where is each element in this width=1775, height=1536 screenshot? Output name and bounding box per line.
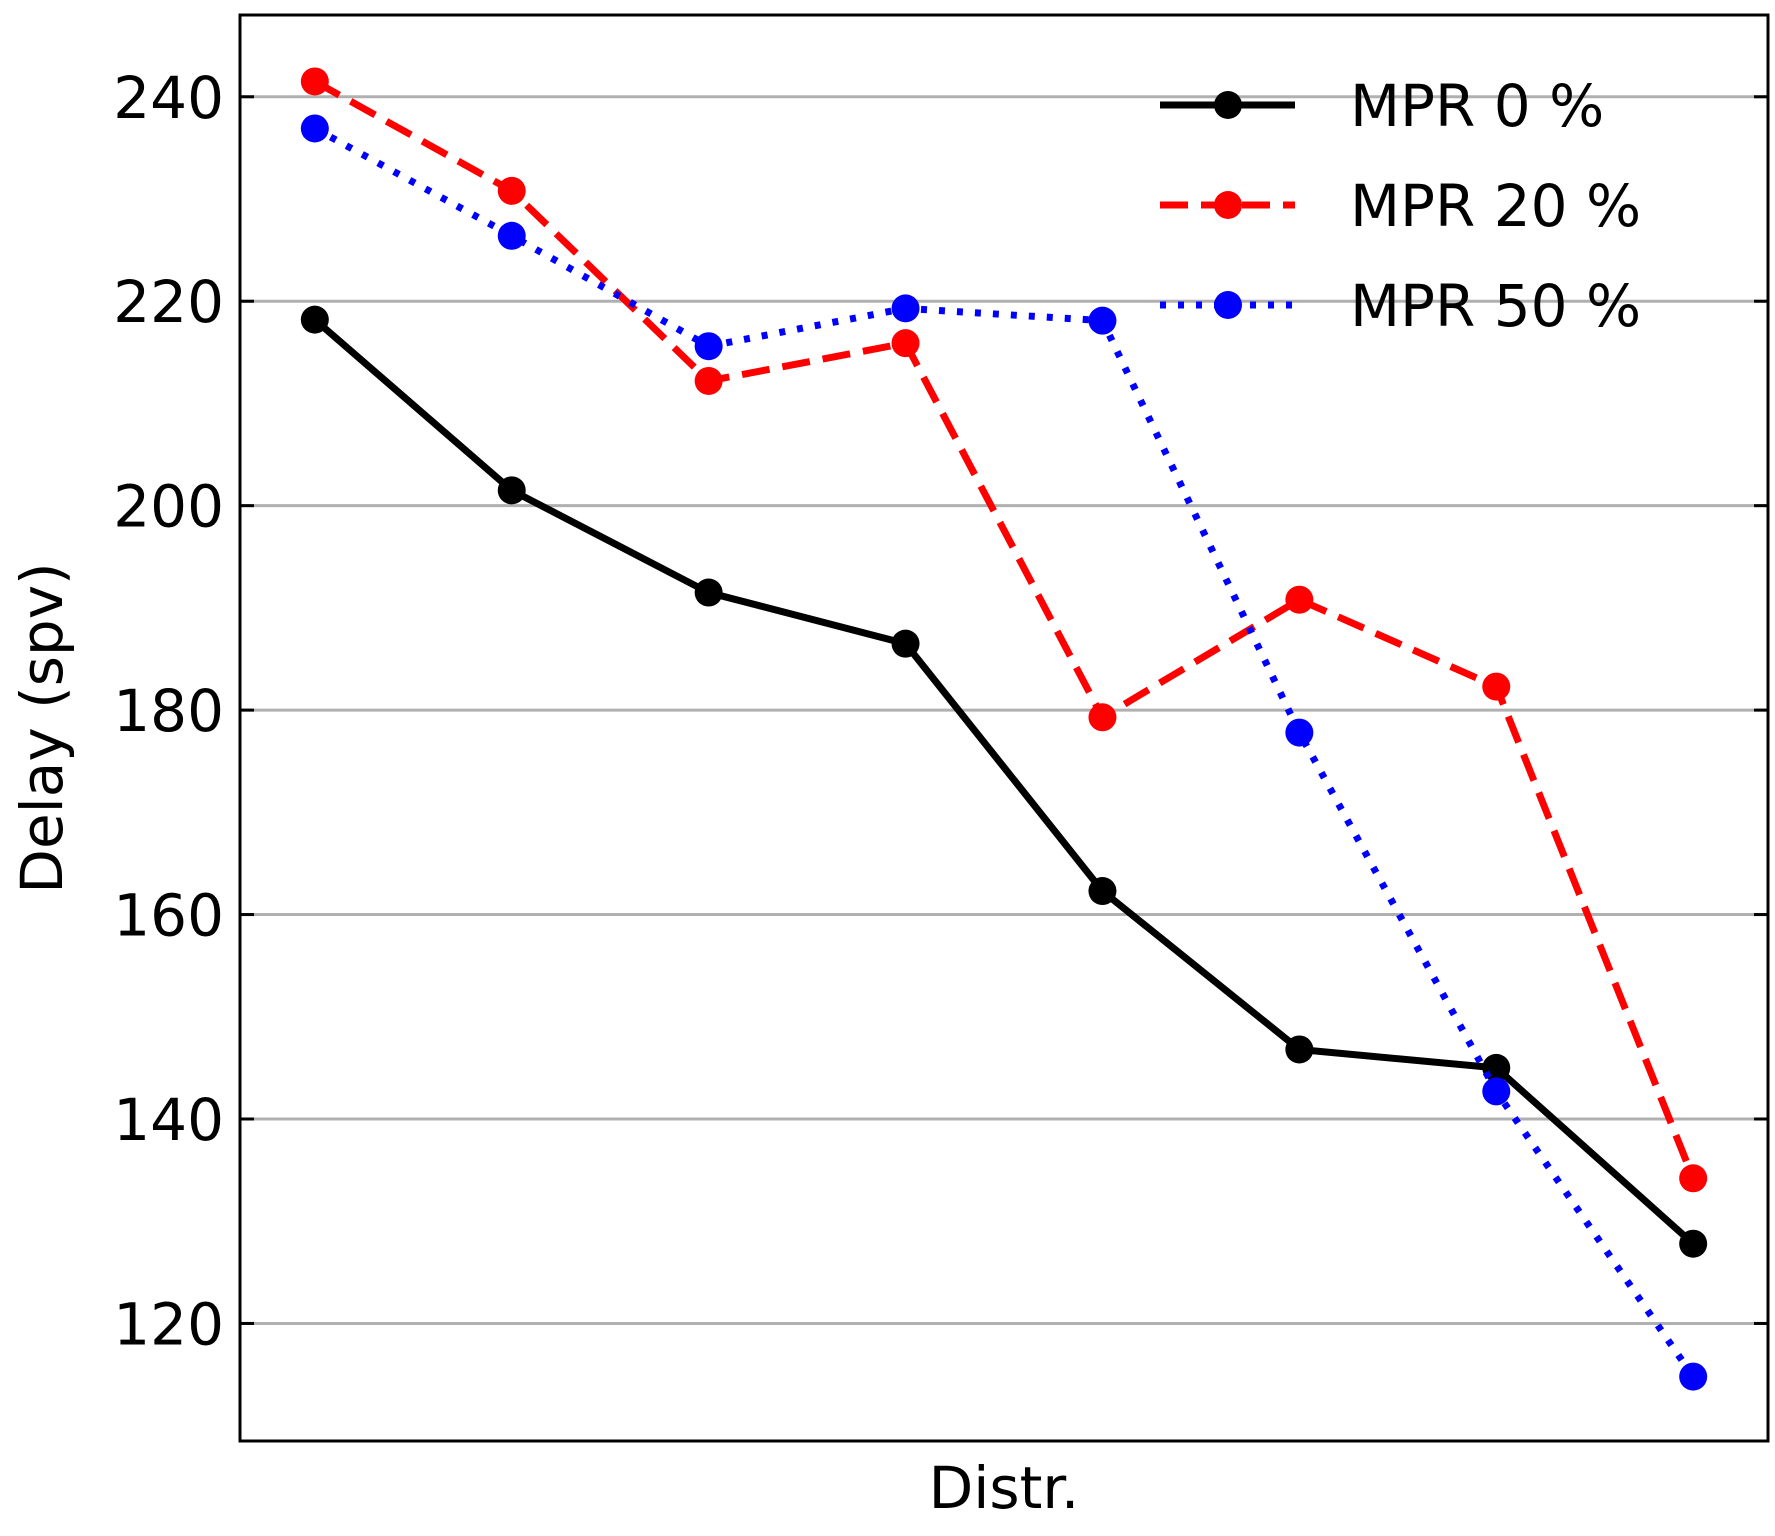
data-point	[300, 67, 329, 96]
data-point	[1482, 672, 1511, 701]
data-point	[1679, 1164, 1708, 1193]
y-tick-label: 140	[113, 1086, 224, 1154]
series-line-1	[312, 316, 1696, 1247]
data-point	[1679, 1362, 1708, 1391]
data-point	[497, 221, 526, 250]
data-point	[694, 332, 723, 361]
legend: MPR 0 % MPR 20 % MPR 50 %	[1160, 72, 1641, 340]
series-2	[300, 67, 1708, 1193]
data-point	[1088, 877, 1117, 906]
y-axis-ticks: 120 140 160 180 200 220 240	[113, 64, 1768, 1358]
series-3	[300, 114, 1708, 1391]
data-point	[497, 476, 526, 505]
data-point	[1285, 585, 1314, 614]
data-point	[1285, 1035, 1314, 1064]
legend-label-3: MPR 50 %	[1350, 272, 1641, 340]
data-point	[1482, 1077, 1511, 1106]
legend-marker-1	[1214, 91, 1242, 119]
series-lines	[300, 67, 1708, 1391]
data-point	[300, 305, 329, 334]
y-tick-label: 180	[113, 677, 224, 745]
legend-label-2: MPR 20 %	[1350, 172, 1641, 240]
data-point	[891, 629, 920, 658]
series-line-2	[313, 78, 1697, 1180]
legend-item-3: MPR 50 %	[1160, 272, 1641, 340]
data-point	[694, 366, 723, 395]
data-point	[1679, 1229, 1708, 1258]
legend-item-1: MPR 0 %	[1160, 72, 1604, 140]
data-point	[891, 329, 920, 358]
data-point	[1088, 306, 1117, 335]
y-tick-label: 120	[113, 1290, 224, 1358]
legend-marker-2	[1214, 191, 1242, 219]
gridlines	[240, 95, 1768, 1325]
y-axis-label: Delay (spv)	[8, 562, 76, 893]
legend-marker-3	[1214, 291, 1242, 319]
legend-label-1: MPR 0 %	[1350, 72, 1604, 140]
data-point	[694, 578, 723, 607]
y-tick-label: 240	[113, 64, 224, 132]
x-axis-label: Distr.	[929, 1454, 1080, 1522]
y-tick-label: 200	[113, 473, 224, 541]
data-point	[497, 176, 526, 205]
data-point	[891, 294, 920, 323]
data-point	[300, 114, 329, 143]
y-tick-label: 160	[113, 882, 224, 950]
y-tick-label: 220	[113, 268, 224, 336]
plot-frame	[238, 13, 1770, 1443]
data-point	[1088, 703, 1117, 732]
data-point	[1285, 718, 1314, 747]
legend-item-2: MPR 20 %	[1160, 172, 1641, 240]
series-1	[300, 305, 1708, 1258]
